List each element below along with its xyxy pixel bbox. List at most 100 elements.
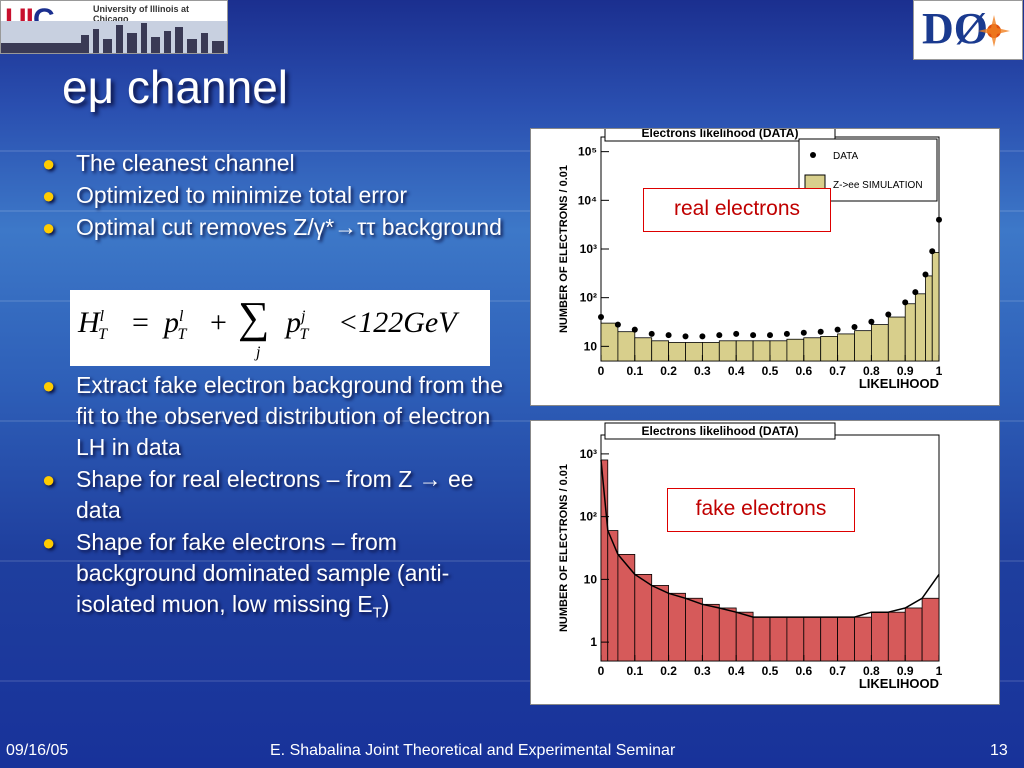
histogram-bar xyxy=(820,336,839,362)
bullet-item: ● The cleanest channel xyxy=(36,148,506,179)
background-streak xyxy=(0,680,1024,682)
bullet-icon: ● xyxy=(42,530,56,555)
histogram-bar xyxy=(735,611,754,662)
bullet-item: ● Extract fake electron background from t… xyxy=(42,372,503,460)
x-tick-label: 0.4 xyxy=(728,664,745,678)
histogram-bar xyxy=(752,340,771,362)
x-tick-label: 0.7 xyxy=(829,364,846,378)
ht-cut-formula: HlT = plT + ∑ j pjT <122GeV xyxy=(70,290,490,366)
bullet-item: ● Optimized to minimize total error xyxy=(36,180,506,211)
university-name: University of Illinois at Chicago xyxy=(93,4,190,24)
x-tick-label: 0.9 xyxy=(897,664,914,678)
histogram-bar xyxy=(854,616,872,662)
likelihood-chart-real: Electrons likelihood (DATA) 0 0.1 0.2 0.3 0.4… xyxy=(558,124,943,391)
bullet-icon: ● xyxy=(42,151,56,176)
histogram-bar xyxy=(668,592,686,662)
histogram-bar xyxy=(651,585,669,662)
y-tick-label: 10⁴ xyxy=(578,193,597,207)
y-tick-label: 10 xyxy=(584,339,598,353)
x-tick-label: 0.7 xyxy=(829,664,846,678)
x-tick-label: 0.3 xyxy=(694,664,711,678)
formula-sum-index: j xyxy=(256,344,261,361)
background-streak xyxy=(0,300,1024,302)
data-point xyxy=(648,330,655,337)
histogram-bar xyxy=(685,597,703,662)
histogram-bar xyxy=(769,616,788,662)
x-tick-label: 0.8 xyxy=(863,664,880,678)
histogram-bar xyxy=(803,337,822,362)
background-streak xyxy=(0,420,1024,422)
histogram-bar xyxy=(820,616,839,662)
histogram-bar xyxy=(634,337,653,362)
data-point xyxy=(767,332,773,339)
data-point xyxy=(699,333,706,340)
histogram-bar xyxy=(931,252,940,362)
data-point xyxy=(733,330,740,337)
data-point xyxy=(902,299,909,306)
histogram-bar xyxy=(752,616,771,662)
y-axis-label: NUMBER OF ELECTRONS / 0.01 xyxy=(558,165,570,333)
x-axis-label: LIKELIHOOD xyxy=(859,376,939,391)
legend-entry: Z->ee SIMULATION xyxy=(833,180,923,191)
x-tick-label: 0.5 xyxy=(762,364,779,378)
data-point xyxy=(851,323,858,330)
legend-marker-data xyxy=(810,152,816,158)
fit-curve xyxy=(600,459,940,618)
x-tick-label: 0 xyxy=(598,364,605,378)
x-tick-label: 1 xyxy=(936,364,943,378)
bullet-icon: ● xyxy=(42,373,56,398)
data-point xyxy=(750,332,757,339)
annotation-real-electrons: real electrons xyxy=(643,188,831,232)
y-tick-label: 10² xyxy=(580,291,597,305)
histogram-bar xyxy=(786,616,805,662)
histogram-bar xyxy=(600,322,619,362)
histogram-bar xyxy=(837,616,855,662)
histogram-bar xyxy=(701,603,720,662)
x-tick-label: 0.2 xyxy=(660,364,677,378)
histogram-bar xyxy=(769,340,788,362)
bullet-item: ● Optimal cut removes Z/γ*→ττ background xyxy=(36,212,506,243)
histogram-bar xyxy=(854,330,872,362)
formula-eq: = xyxy=(132,306,149,339)
x-tick-label: 0.6 xyxy=(795,364,812,378)
formula-p2: pjT xyxy=(286,306,309,343)
y-tick-label: 1 xyxy=(590,635,597,649)
histogram-bar xyxy=(925,275,933,362)
background-streak xyxy=(0,210,1024,212)
data-point xyxy=(912,289,919,296)
histogram-bar xyxy=(718,607,737,662)
histogram-bar xyxy=(651,340,669,362)
histogram-bar xyxy=(887,316,906,362)
d0-logo: DØ xyxy=(913,0,1023,60)
bullet-icon: ● xyxy=(42,467,56,492)
y-tick-label: 10³ xyxy=(580,242,597,256)
histogram-bar xyxy=(803,616,822,662)
histogram-bar xyxy=(718,340,737,362)
histogram-bar xyxy=(921,597,940,662)
histogram-bar xyxy=(914,293,926,362)
histogram-bar xyxy=(668,342,686,362)
x-tick-label: 0.1 xyxy=(626,664,643,678)
x-tick-label: 0.2 xyxy=(660,664,677,678)
chart-panel-fake: Electrons likelihood (DATA) 0 0.1 0.2 0.3 0.4… xyxy=(530,420,1000,705)
data-point xyxy=(868,318,875,325)
x-tick-label: 0.9 xyxy=(897,364,914,378)
formula-sum: ∑ xyxy=(238,293,270,342)
chart-title: Electrons likelihood (DATA) xyxy=(642,424,799,438)
x-tick-label: 0.5 xyxy=(762,664,779,678)
footer-page-number: 13 xyxy=(990,742,1008,759)
data-point xyxy=(885,311,892,318)
data-point xyxy=(936,216,942,223)
star-icon xyxy=(978,15,1010,47)
data-point xyxy=(800,329,807,336)
histogram-bar xyxy=(685,342,703,362)
title-box xyxy=(604,422,836,440)
data-point xyxy=(929,248,936,255)
background-streak xyxy=(0,560,1024,562)
footer-date: 09/16/05 xyxy=(6,742,69,759)
histogram-bar xyxy=(634,574,653,662)
histogram-bar xyxy=(735,340,754,362)
y-tick-label: 10³ xyxy=(580,447,597,461)
d0-letters: DØ xyxy=(922,4,988,53)
data-point xyxy=(783,330,790,337)
